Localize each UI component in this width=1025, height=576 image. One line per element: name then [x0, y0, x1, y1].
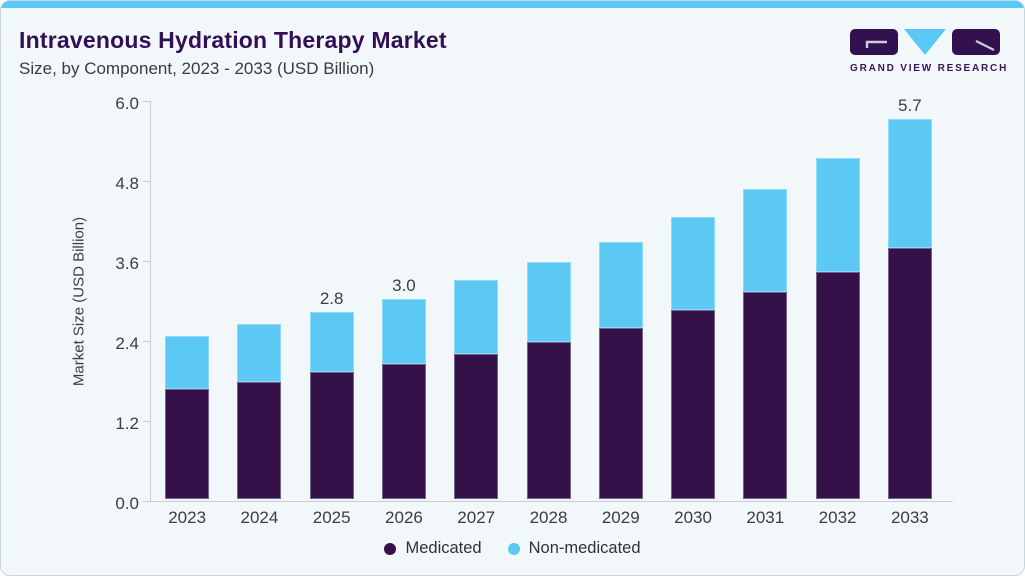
logo-blocks — [850, 29, 1000, 56]
bar-segment-non-medicated-2029 — [598, 241, 643, 328]
legend-item-non-medicated: Non-medicated — [507, 539, 641, 558]
bar-2029 — [598, 241, 643, 499]
bar-2031 — [743, 189, 788, 499]
logo-r-block-icon — [952, 29, 1000, 55]
bar-2023 — [165, 335, 210, 499]
bar-2026 — [381, 299, 426, 499]
bar-segment-medicated-2028 — [526, 341, 571, 499]
bar-segment-medicated-2023 — [165, 389, 210, 499]
y-tick-label-2.4: 2.4 — [115, 334, 139, 353]
x-tick-label-2030: 2030 — [674, 508, 712, 527]
logo-v-triangle-icon — [904, 29, 946, 55]
y-axis-line — [150, 101, 151, 502]
x-tick-label-2027: 2027 — [457, 508, 496, 527]
bar-segment-medicated-2024 — [237, 381, 282, 499]
bar-segment-medicated-2031 — [743, 292, 788, 499]
x-tick-label-2033: 2033 — [890, 508, 929, 527]
bar-segment-non-medicated-2025 — [309, 312, 354, 373]
y-tick-label-4.8: 4.8 — [115, 174, 139, 193]
legend-marker-icon — [507, 542, 520, 555]
y-tick-mark — [143, 501, 150, 502]
bar-segment-medicated-2025 — [309, 372, 354, 499]
bar-segment-medicated-2026 — [381, 364, 426, 499]
legend-marker-icon — [384, 542, 397, 555]
x-tick-label-2023: 2023 — [168, 508, 207, 527]
x-tick-label-2032: 2032 — [818, 508, 857, 527]
bar-segment-non-medicated-2027 — [454, 280, 499, 354]
bar-segment-non-medicated-2031 — [743, 189, 788, 293]
y-tick-mark — [143, 261, 150, 262]
x-tick-label-2031: 2031 — [746, 508, 785, 527]
bar-segment-non-medicated-2030 — [671, 217, 716, 311]
bar-2024 — [237, 323, 282, 499]
bar-segment-non-medicated-2032 — [815, 158, 860, 272]
value-label-2025: 2.8 — [319, 289, 344, 309]
bar-2032 — [815, 158, 860, 499]
bar-2027 — [454, 280, 499, 499]
bar-segment-medicated-2032 — [815, 271, 860, 499]
x-tick-label-2024: 2024 — [240, 508, 279, 527]
value-label-2026: 3.0 — [392, 276, 416, 295]
bar-segment-medicated-2033 — [887, 248, 932, 499]
y-axis-title: Market Size (USD Billion) — [70, 216, 88, 387]
x-tick-label-2028: 2028 — [529, 508, 568, 527]
bar-segment-non-medicated-2028 — [526, 261, 571, 342]
top-accent-bar — [1, 1, 1024, 8]
x-tick-label-2026: 2026 — [385, 508, 423, 527]
logo-brand-text: GRAND VIEW RESEARCH — [850, 63, 1009, 74]
legend-label: Medicated — [405, 539, 482, 557]
y-tick-label-1.2: 1.2 — [115, 414, 139, 433]
bar-segment-non-medicated-2026 — [381, 299, 426, 365]
y-tick-label-3.6: 3.6 — [115, 254, 139, 273]
bar-2025 — [309, 312, 354, 499]
bar-segment-non-medicated-2023 — [165, 335, 210, 389]
page-title: Intravenous Hydration Therapy Market — [19, 27, 447, 53]
bar-2028 — [526, 261, 571, 499]
bar-2030 — [671, 217, 716, 499]
legend-item-medicated: Medicated — [384, 539, 482, 558]
bar-2033 — [887, 119, 932, 499]
legend-label: Non-medicated — [528, 539, 641, 557]
y-tick-label-6.0: 6.0 — [115, 94, 139, 113]
x-tick-label-2029: 2029 — [601, 508, 640, 527]
y-tick-mark — [143, 341, 150, 342]
logo-g-block-icon — [850, 29, 898, 55]
gvr-logo: GRAND VIEW RESEARCH — [850, 29, 1009, 74]
legend: Medicated Non-medicated — [1, 539, 1024, 558]
page-subtitle: Size, by Component, 2023 - 2033 (USD Bil… — [19, 59, 375, 78]
y-tick-mark — [143, 101, 150, 102]
x-tick-label-2025: 2025 — [312, 508, 351, 527]
bar-segment-non-medicated-2024 — [237, 323, 282, 382]
y-tick-mark — [143, 181, 150, 182]
bar-segment-non-medicated-2033 — [887, 119, 932, 249]
y-tick-mark — [143, 421, 150, 422]
value-label-2033: 5.7 — [898, 96, 922, 115]
x-axis-line — [150, 501, 953, 502]
bar-segment-medicated-2027 — [454, 353, 499, 499]
y-tick-label-0.0: 0.0 — [115, 494, 139, 513]
bar-segment-medicated-2030 — [671, 310, 716, 499]
bar-segment-medicated-2029 — [598, 327, 643, 499]
